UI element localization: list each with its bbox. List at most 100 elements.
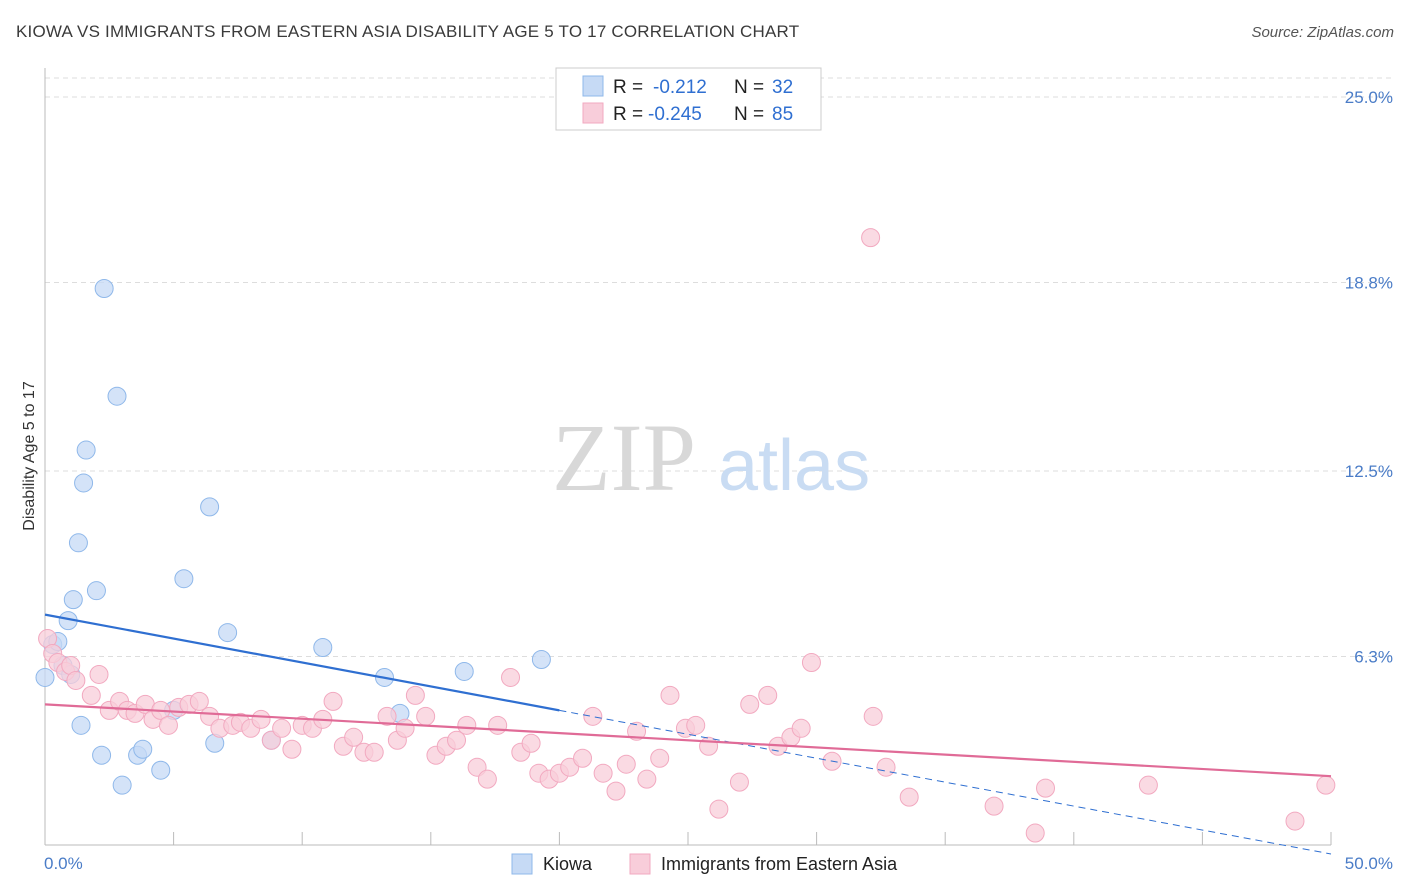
immigrants-point-48	[501, 667, 521, 687]
immigrants-point-84	[1285, 811, 1305, 831]
immigrants-point-44	[457, 715, 477, 735]
kiowa-point-29	[531, 649, 551, 669]
immigrants-point-83	[1138, 775, 1158, 795]
kiowa-point-28	[454, 661, 474, 681]
immigrants-point-61	[637, 769, 657, 789]
immigrants-point-6	[81, 685, 101, 705]
immigrants-point-40	[416, 706, 436, 726]
grid-lines	[45, 77, 1394, 658]
legend-r-value-immigrants: -0.245	[648, 104, 702, 125]
x-tick-label-1: 50.0%	[1345, 854, 1393, 873]
kiowa-point-10	[76, 440, 96, 460]
legend-r-label-immigrants: R =	[613, 104, 643, 125]
immigrants-point-39	[405, 685, 425, 705]
immigrants-point-80	[984, 796, 1004, 816]
kiowa-point-25	[313, 638, 333, 658]
kiowa-trend-extension	[559, 709, 1332, 855]
kiowa-point-17	[133, 739, 153, 759]
immigrants-point-77	[863, 706, 883, 726]
immigrants-point-85	[1316, 775, 1336, 795]
immigrants-point-46	[477, 769, 497, 789]
y-tick-label-2: 18.8%	[1345, 274, 1393, 293]
immigrants-point-70	[758, 685, 778, 705]
y-tick-label-3: 25.0%	[1345, 88, 1393, 107]
y-axis-label: Disability Age 5 to 17	[21, 381, 38, 531]
watermark-zip: ZIP	[552, 404, 696, 511]
legend-swatch-immigrants	[582, 102, 604, 124]
legend-swatch-kiowa	[582, 75, 604, 97]
immigrants-point-58	[606, 781, 626, 801]
bottom-legend-swatch-immigrants	[629, 853, 651, 875]
x-tick-label-0: 0.0%	[44, 854, 83, 873]
kiowa-point-15	[112, 775, 132, 795]
kiowa-point-14	[107, 386, 127, 406]
legend-n-value-kiowa: 32	[772, 77, 793, 98]
legend-r-value-kiowa: -0.212	[653, 77, 707, 98]
immigrants-point-18	[189, 691, 209, 711]
immigrants-point-47	[488, 715, 508, 735]
immigrants-point-79	[899, 787, 919, 807]
immigrants-point-27	[282, 739, 302, 759]
bottom-legend-label-kiowa: Kiowa	[543, 854, 593, 874]
immigrants-point-59	[616, 754, 636, 774]
kiowa-point-23	[218, 623, 238, 643]
immigrants-point-67	[709, 799, 729, 819]
kiowa-point-21	[200, 497, 220, 517]
y-tick-label-0: 6.3%	[1354, 648, 1393, 667]
watermark-atlas: atlas	[718, 426, 870, 506]
immigrants-point-43	[447, 730, 467, 750]
legend-n-value-immigrants: 85	[772, 104, 793, 125]
legend-n-label-kiowa: N =	[734, 77, 764, 98]
immigrants-point-7	[89, 664, 109, 684]
kiowa-point-0	[35, 667, 55, 687]
immigrants-point-38	[395, 718, 415, 738]
immigrants-point-76	[861, 228, 881, 248]
immigrants-point-82	[1036, 778, 1056, 798]
kiowa-point-8	[71, 715, 91, 735]
kiowa-point-13	[94, 278, 114, 298]
watermark: ZIP atlas	[552, 404, 870, 511]
immigrants-point-56	[583, 706, 603, 726]
kiowa-point-9	[74, 473, 94, 493]
bottom-legend-swatch-kiowa	[511, 853, 533, 875]
kiowa-point-18	[151, 760, 171, 780]
immigrants-point-63	[660, 685, 680, 705]
kiowa-point-12	[92, 745, 112, 765]
immigrants-point-74	[801, 652, 821, 672]
immigrants-point-73	[791, 718, 811, 738]
immigrants-point-81	[1025, 823, 1045, 843]
immigrants-point-65	[686, 715, 706, 735]
bottom-legend-label-immigrants: Immigrants from Eastern Asia	[661, 854, 898, 874]
immigrants-point-24	[251, 709, 271, 729]
immigrants-point-33	[344, 727, 364, 747]
kiowa-trend-line	[44, 613, 560, 712]
immigrants-point-66	[699, 736, 719, 756]
immigrants-point-78	[876, 757, 896, 777]
immigrants-point-68	[729, 772, 749, 792]
immigrants-point-35	[364, 742, 384, 762]
immigrants-point-60	[627, 721, 647, 741]
tick-labels: 6.3% 12.5% 18.8% 25.0% 0.0% 50.0%	[44, 88, 1393, 873]
bottom-legend: Kiowa Immigrants from Eastern Asia	[511, 853, 898, 875]
immigrants-trend-line	[44, 703, 1332, 778]
legend-r-label-kiowa: R =	[613, 77, 643, 98]
kiowa-point-11	[86, 581, 106, 601]
kiowa-point-6	[63, 590, 83, 610]
immigrants-point-55	[573, 748, 593, 768]
y-tick-label-1: 12.5%	[1345, 462, 1393, 481]
legend-box: R = -0.212 N = 32 R = -0.245 N = 85	[555, 67, 822, 131]
legend-n-label-immigrants: N =	[734, 104, 764, 125]
trend-lines	[44, 613, 1332, 855]
chart-source: Source: ZipAtlas.com	[1251, 24, 1394, 41]
chart-title: KIOWA VS IMMIGRANTS FROM EASTERN ASIA DI…	[16, 22, 800, 41]
immigrants-point-50	[521, 733, 541, 753]
immigrants-point-69	[740, 694, 760, 714]
immigrants-point-57	[593, 763, 613, 783]
immigrants-point-26	[272, 718, 292, 738]
kiowa-point-20	[174, 569, 194, 589]
immigrants-point-5	[66, 670, 86, 690]
immigrants-point-62	[650, 748, 670, 768]
immigrants-point-31	[323, 691, 343, 711]
kiowa-point-7	[68, 533, 88, 553]
